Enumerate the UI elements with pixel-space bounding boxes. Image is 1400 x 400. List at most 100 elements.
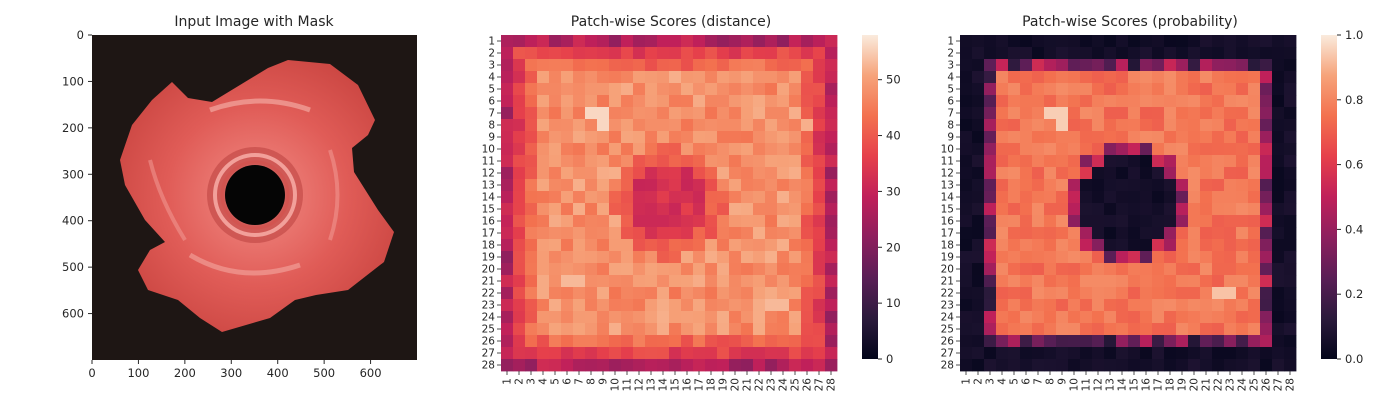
heatmap-cell	[657, 191, 670, 204]
heatmap-cell	[972, 47, 985, 60]
heatmap-cell	[789, 203, 802, 216]
heatmap-cell	[549, 239, 562, 252]
heatmap-cell	[1068, 119, 1081, 132]
x-tick-label: 28	[1285, 378, 1297, 391]
heatmap-cell	[1140, 227, 1153, 240]
heatmap-cell	[1092, 251, 1105, 264]
heatmap-cell	[1104, 191, 1117, 204]
heatmap-cell	[693, 275, 706, 288]
heatmap-cell	[972, 167, 985, 180]
heatmap-cell	[1044, 203, 1057, 216]
heatmap-cell	[1272, 335, 1285, 348]
heatmap-cell	[1164, 203, 1177, 216]
heatmap-cell	[1272, 287, 1285, 300]
heatmap-cell	[621, 275, 634, 288]
heatmap-cell	[525, 47, 538, 60]
heatmap-cell	[1116, 251, 1129, 264]
heatmap-cell	[633, 203, 646, 216]
heatmap-cell	[972, 143, 985, 156]
heatmap-cell	[585, 131, 598, 144]
heatmap-cell	[573, 167, 586, 180]
heatmap-cell	[1176, 275, 1189, 288]
heatmap-cell	[693, 251, 706, 264]
heatmap-cell	[801, 215, 814, 228]
heatmap-cell	[753, 323, 766, 336]
heatmap-cell	[705, 83, 718, 96]
heatmap-cell	[996, 131, 1009, 144]
heatmap-cell	[753, 131, 766, 144]
heatmap-cell	[729, 167, 742, 180]
heatmap-cell	[549, 347, 562, 360]
heatmap-cell	[1140, 359, 1153, 372]
heatmap-cell	[633, 179, 646, 192]
heatmap-cell	[1056, 299, 1069, 312]
heatmap-cell	[1008, 359, 1021, 372]
heatmap-cell	[513, 95, 526, 108]
heatmap-cell	[996, 191, 1009, 204]
heatmap-cell	[1248, 167, 1261, 180]
heatmap-cell	[657, 35, 670, 48]
heatmap-cell	[609, 263, 622, 276]
heatmap-cell	[825, 227, 838, 240]
heatmap-cell	[753, 203, 766, 216]
heatmap-cell	[1224, 323, 1237, 336]
heatmap-cell	[765, 323, 778, 336]
heatmap-cell	[573, 155, 586, 168]
heatmap-cell	[1140, 287, 1153, 300]
heatmap-cell	[1224, 155, 1237, 168]
heatmap-cell	[1116, 131, 1129, 144]
heatmap-cell	[705, 95, 718, 108]
heatmap-cell	[741, 239, 754, 252]
heatmap-cell	[753, 35, 766, 48]
heatmap-cell	[609, 203, 622, 216]
heatmap-cell	[669, 59, 682, 72]
y-tick-label: 6	[488, 96, 495, 108]
heatmap-cell	[561, 179, 574, 192]
heatmap-cell	[1080, 227, 1093, 240]
heatmap-cell	[1176, 47, 1189, 60]
heatmap-cell	[972, 287, 985, 300]
heatmap-cell	[525, 347, 538, 360]
heatmap-cell	[669, 311, 682, 324]
x-tick-label: 4	[538, 378, 550, 385]
heatmap-cell	[960, 287, 973, 300]
heatmap-cell	[585, 299, 598, 312]
heatmap-cell	[645, 323, 658, 336]
heatmap-cell	[753, 47, 766, 60]
heatmap-cell	[1128, 239, 1141, 252]
x-tick-label: 15	[1129, 378, 1141, 391]
heatmap-cell	[1128, 275, 1141, 288]
heatmap-cell	[1272, 47, 1285, 60]
heatmap-cell	[1236, 299, 1249, 312]
heatmap-cell	[669, 191, 682, 204]
heatmap-cell	[1092, 359, 1105, 372]
heatmap-cell	[1032, 71, 1045, 84]
y-tick-label: 24	[482, 312, 496, 324]
heatmap-cell	[681, 131, 694, 144]
heatmap-cell	[825, 347, 838, 360]
y-tick-label: 500	[62, 260, 84, 274]
heatmap-cell	[1092, 263, 1105, 276]
heatmap-cell	[741, 179, 754, 192]
heatmap-cell	[813, 191, 826, 204]
heatmap-cell	[1188, 239, 1201, 252]
heatmap-cell	[1164, 311, 1177, 324]
y-tick-label: 18	[482, 240, 495, 252]
heatmap-cell	[669, 143, 682, 156]
heatmap-cell	[693, 119, 706, 132]
heatmap-cell	[777, 71, 790, 84]
y-tick-label: 21	[482, 276, 495, 288]
heatmap-cell	[1020, 215, 1033, 228]
heatmap-cell	[1092, 107, 1105, 120]
heatmap-cell	[1092, 35, 1105, 48]
heatmap-cell	[1248, 323, 1261, 336]
heatmap-cell	[813, 215, 826, 228]
heatmap-cell	[1128, 59, 1141, 72]
heatmap-cell	[1092, 215, 1105, 228]
heatmap-cell	[984, 251, 997, 264]
part-ring-outer	[213, 153, 297, 237]
heatmap-cell	[537, 215, 550, 228]
heatmap-cell	[1092, 83, 1105, 96]
y-tick-label: 5	[947, 84, 954, 96]
heatmap-cell	[1164, 251, 1177, 264]
